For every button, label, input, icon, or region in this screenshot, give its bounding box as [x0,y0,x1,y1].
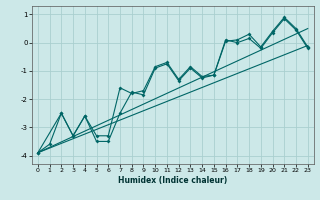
X-axis label: Humidex (Indice chaleur): Humidex (Indice chaleur) [118,176,228,185]
